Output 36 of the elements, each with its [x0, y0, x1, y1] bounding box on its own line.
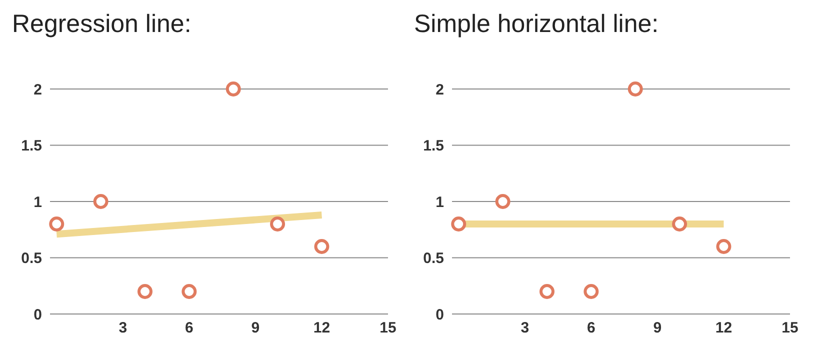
- point: [716, 239, 732, 254]
- x-tick-label: 12: [313, 320, 330, 337]
- point: [49, 216, 64, 232]
- point: [628, 82, 643, 96]
- point: [93, 194, 108, 209]
- point: [584, 284, 599, 299]
- point: [226, 82, 241, 96]
- x-tick-label: 12: [715, 320, 732, 337]
- x-tick-label: 3: [520, 320, 530, 337]
- x-tick-label: 6: [587, 320, 596, 337]
- y-tick-label: 0: [34, 306, 42, 324]
- chart-title: Regression line:: [12, 10, 192, 39]
- x-tick-label: 6: [185, 320, 194, 337]
- x-tick-label: 15: [782, 320, 798, 337]
- y-tick-label: 1: [436, 194, 444, 211]
- y-tick-label: 0: [436, 306, 444, 324]
- y-tick-label: 2: [436, 81, 444, 98]
- point: [451, 216, 466, 232]
- point: [314, 239, 330, 254]
- chart-title: Simple horizontal line:: [414, 10, 659, 39]
- x-tick-label: 9: [653, 320, 662, 337]
- y-tick-label: 1: [34, 194, 42, 211]
- x-tick-label: 3: [118, 320, 128, 337]
- point: [182, 284, 197, 299]
- y-tick-label: 1.5: [423, 138, 444, 155]
- y-tick-label: 0.5: [21, 250, 42, 268]
- y-tick-label: 2: [34, 81, 42, 98]
- point: [495, 194, 510, 209]
- point: [137, 284, 152, 299]
- point: [539, 284, 554, 299]
- x-tick-label: 15: [380, 320, 396, 337]
- x-tick-label: 9: [251, 320, 260, 337]
- y-tick-label: 0.5: [423, 250, 444, 268]
- point: [270, 216, 286, 232]
- y-tick-label: 1.5: [21, 138, 42, 155]
- point: [672, 216, 688, 232]
